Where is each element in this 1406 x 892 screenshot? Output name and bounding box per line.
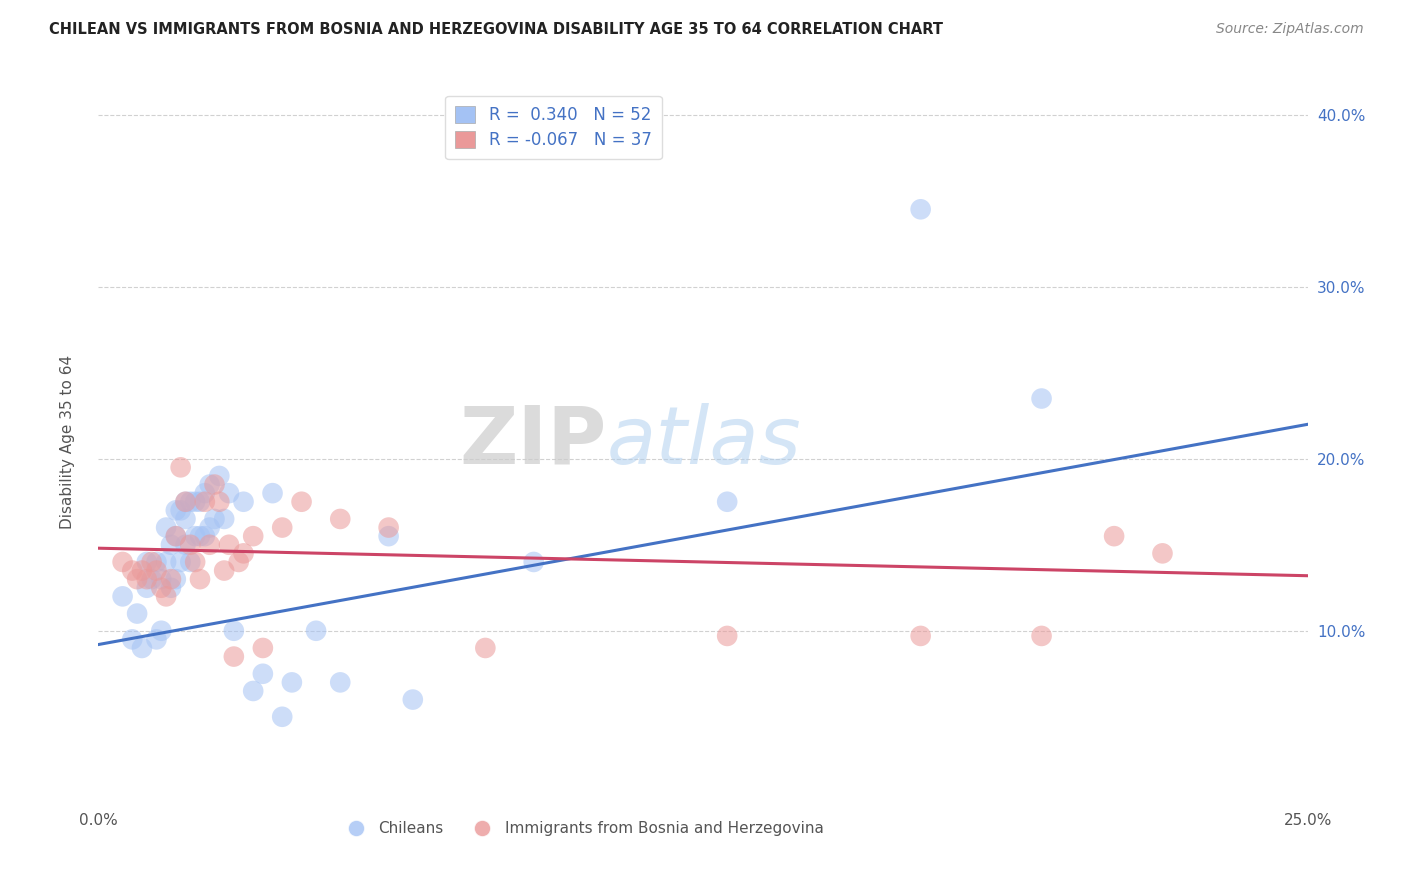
Chileans <box>198 477 221 491</box>
Immigrants from Bosnia and Herzegovina <box>716 629 738 643</box>
Immigrants from Bosnia and Herzegovina <box>242 529 264 543</box>
Chileans <box>131 640 153 655</box>
Chileans <box>184 494 207 508</box>
Immigrants from Bosnia and Herzegovina <box>252 640 274 655</box>
Chileans <box>329 675 352 690</box>
Immigrants from Bosnia and Herzegovina <box>910 629 932 643</box>
Chileans <box>523 555 546 569</box>
Chileans <box>169 555 191 569</box>
Chileans <box>174 512 197 526</box>
Chileans <box>271 710 294 724</box>
Chileans <box>160 538 183 552</box>
Chileans <box>165 503 187 517</box>
Chileans <box>174 538 197 552</box>
Immigrants from Bosnia and Herzegovina <box>198 538 221 552</box>
Immigrants from Bosnia and Herzegovina <box>141 555 163 569</box>
Immigrants from Bosnia and Herzegovina <box>212 564 235 578</box>
Chileans <box>262 486 284 500</box>
Chileans <box>145 555 167 569</box>
Chileans <box>1031 392 1053 406</box>
Chileans <box>377 529 399 543</box>
Chileans <box>218 486 240 500</box>
Y-axis label: Disability Age 35 to 64: Disability Age 35 to 64 <box>60 354 75 529</box>
Chileans <box>252 666 274 681</box>
Immigrants from Bosnia and Herzegovina <box>1031 629 1053 643</box>
Chileans <box>188 494 211 508</box>
Immigrants from Bosnia and Herzegovina <box>377 520 399 534</box>
Immigrants from Bosnia and Herzegovina <box>290 494 312 508</box>
Immigrants from Bosnia and Herzegovina <box>1102 529 1125 543</box>
Immigrants from Bosnia and Herzegovina <box>329 512 352 526</box>
Chileans <box>135 581 157 595</box>
Chileans <box>179 494 201 508</box>
Chileans <box>198 520 221 534</box>
Chileans <box>716 494 738 508</box>
Immigrants from Bosnia and Herzegovina <box>111 555 134 569</box>
Chileans <box>155 555 177 569</box>
Immigrants from Bosnia and Herzegovina <box>218 538 240 552</box>
Immigrants from Bosnia and Herzegovina <box>165 529 187 543</box>
Text: ZIP: ZIP <box>458 402 606 481</box>
Chileans <box>222 624 245 638</box>
Immigrants from Bosnia and Herzegovina <box>179 538 201 552</box>
Chileans <box>184 529 207 543</box>
Immigrants from Bosnia and Herzegovina <box>194 494 217 508</box>
Immigrants from Bosnia and Herzegovina <box>127 572 149 586</box>
Chileans <box>160 581 183 595</box>
Immigrants from Bosnia and Herzegovina <box>228 555 250 569</box>
Chileans <box>212 512 235 526</box>
Chileans <box>121 632 143 647</box>
Chileans <box>150 572 173 586</box>
Chileans <box>145 632 167 647</box>
Chileans <box>155 520 177 534</box>
Chileans <box>208 469 231 483</box>
Chileans <box>910 202 932 217</box>
Immigrants from Bosnia and Herzegovina <box>474 640 496 655</box>
Immigrants from Bosnia and Herzegovina <box>188 572 211 586</box>
Chileans <box>165 529 187 543</box>
Immigrants from Bosnia and Herzegovina <box>155 590 177 604</box>
Chileans <box>169 503 191 517</box>
Immigrants from Bosnia and Herzegovina <box>131 564 153 578</box>
Legend: Chileans, Immigrants from Bosnia and Herzegovina: Chileans, Immigrants from Bosnia and Her… <box>335 815 830 842</box>
Immigrants from Bosnia and Herzegovina <box>204 477 226 491</box>
Immigrants from Bosnia and Herzegovina <box>222 649 245 664</box>
Chileans <box>174 494 197 508</box>
Immigrants from Bosnia and Herzegovina <box>232 546 254 560</box>
Chileans <box>281 675 304 690</box>
Immigrants from Bosnia and Herzegovina <box>184 555 207 569</box>
Chileans <box>141 572 163 586</box>
Immigrants from Bosnia and Herzegovina <box>121 564 143 578</box>
Text: atlas: atlas <box>606 402 801 481</box>
Immigrants from Bosnia and Herzegovina <box>160 572 183 586</box>
Chileans <box>165 572 187 586</box>
Chileans <box>150 624 173 638</box>
Immigrants from Bosnia and Herzegovina <box>135 572 157 586</box>
Chileans <box>111 590 134 604</box>
Chileans <box>232 494 254 508</box>
Text: CHILEAN VS IMMIGRANTS FROM BOSNIA AND HERZEGOVINA DISABILITY AGE 35 TO 64 CORREL: CHILEAN VS IMMIGRANTS FROM BOSNIA AND HE… <box>49 22 943 37</box>
Chileans <box>194 486 217 500</box>
Chileans <box>242 684 264 698</box>
Chileans <box>194 529 217 543</box>
Chileans <box>188 529 211 543</box>
Text: Source: ZipAtlas.com: Source: ZipAtlas.com <box>1216 22 1364 37</box>
Chileans <box>305 624 328 638</box>
Immigrants from Bosnia and Herzegovina <box>150 581 173 595</box>
Immigrants from Bosnia and Herzegovina <box>169 460 191 475</box>
Immigrants from Bosnia and Herzegovina <box>271 520 294 534</box>
Chileans <box>204 512 226 526</box>
Chileans <box>402 692 425 706</box>
Immigrants from Bosnia and Herzegovina <box>174 494 197 508</box>
Immigrants from Bosnia and Herzegovina <box>145 564 167 578</box>
Immigrants from Bosnia and Herzegovina <box>208 494 231 508</box>
Chileans <box>127 607 149 621</box>
Chileans <box>135 555 157 569</box>
Immigrants from Bosnia and Herzegovina <box>1152 546 1174 560</box>
Chileans <box>179 555 201 569</box>
